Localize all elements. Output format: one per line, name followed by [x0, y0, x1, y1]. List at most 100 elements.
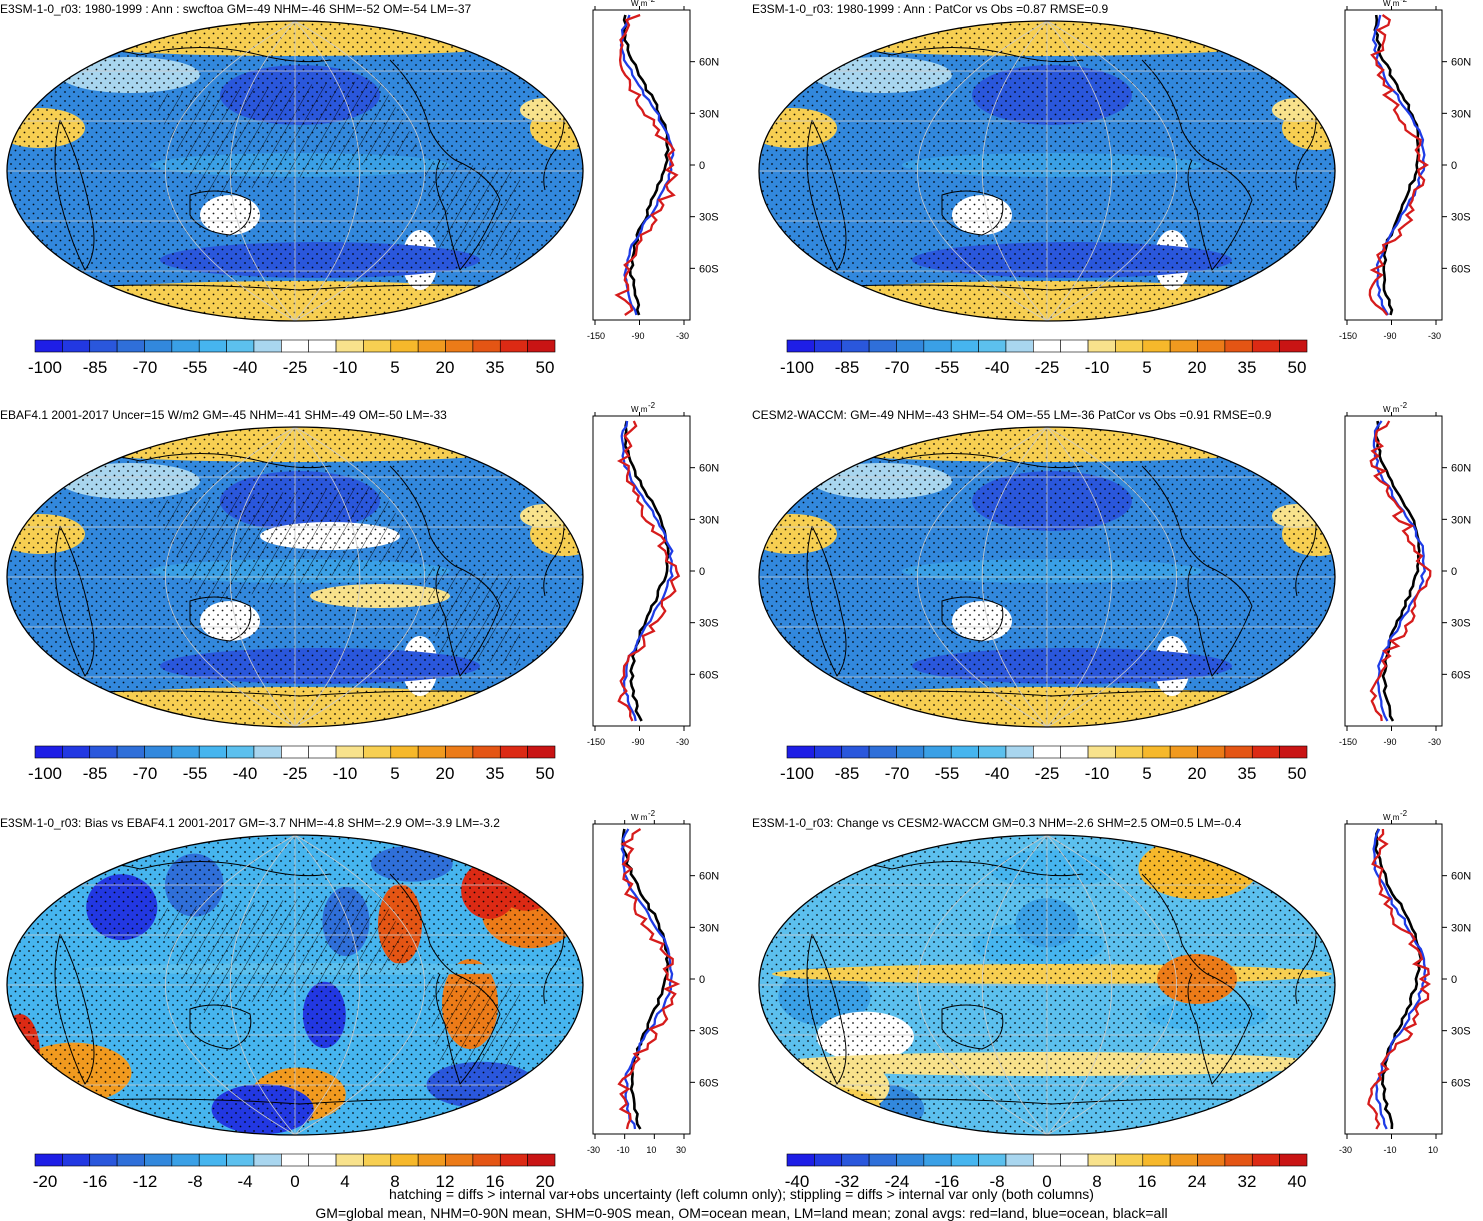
zonal-line-ocean — [1371, 14, 1426, 316]
colorbar-swatch — [390, 339, 419, 353]
colorbar-label: -85 — [83, 764, 108, 783]
colorbar-swatch — [335, 339, 364, 353]
colorbar-swatch — [253, 339, 282, 353]
zonal-unit-label: W m — [631, 813, 648, 822]
zonal-frame — [592, 9, 691, 321]
colorbar-swatch — [1033, 745, 1061, 759]
coastline — [806, 933, 847, 1085]
zonal-frame — [1344, 415, 1443, 727]
lat-tick-label: 30S — [1451, 212, 1471, 224]
lat-tick-label: 60N — [1451, 57, 1471, 69]
colorbar-swatch — [144, 745, 173, 759]
colorbar-label: -70 — [885, 764, 910, 783]
colorbar-swatch — [226, 1153, 255, 1167]
colorbar-swatch — [527, 1153, 556, 1167]
colorbar-label: -10 — [1085, 358, 1110, 377]
colorbar-swatch — [814, 339, 843, 353]
lat-tick-label: 30N — [1451, 514, 1471, 526]
colorbar-swatch — [1169, 745, 1198, 759]
colorbar-swatch — [527, 339, 556, 353]
hatching — [420, 974, 520, 1074]
colorbar-label: 5 — [390, 358, 399, 377]
lat-tick-label: 30S — [1451, 1026, 1471, 1038]
zonal-mean-plot: 60N 30N 0 30S 60S W m-2 -150 -90 -30 — [587, 401, 719, 747]
colorbar-swatch — [308, 339, 337, 353]
colorbar-swatch — [814, 1153, 843, 1167]
zonal-line-all — [621, 828, 671, 1130]
colorbar-label: 16 — [486, 1172, 505, 1191]
colorbar-swatch — [1060, 745, 1089, 759]
colorbar-label: -55 — [935, 764, 960, 783]
graticule — [759, 427, 1335, 727]
colorbar-swatch — [144, 339, 173, 353]
panel-graphic: 60N 30N 0 30S 60S W m-2 -150 -90 -30 -100 -85 -70 -5… — [6, 401, 719, 783]
coastline — [806, 119, 847, 271]
value-tick-label: -150 — [1339, 331, 1357, 341]
colorbar-label: 20 — [536, 1172, 555, 1191]
colorbar-swatch — [417, 339, 446, 353]
lat-tick-label: 60S — [1451, 669, 1471, 681]
colorbar-swatch — [923, 745, 952, 759]
zonal-mean-plot: 60N 30N 0 30S 60S W m-2 -150 -90 -30 — [1339, 401, 1471, 747]
colorbar: -100 -85 -70 -55 -40 -25 -10 5 20 35 50 — [780, 339, 1308, 377]
lat-tick-label: 0 — [1451, 566, 1457, 578]
lat-tick-label: 30N — [699, 514, 719, 526]
zonal-line-ocean — [1372, 420, 1427, 722]
hatching — [420, 566, 520, 666]
coastline — [941, 596, 1004, 642]
value-tick-label: 30 — [676, 1145, 686, 1155]
value-tick-label: -90 — [632, 331, 645, 341]
lat-tick-label: 30S — [699, 1026, 719, 1038]
colorbar-swatch — [281, 339, 309, 353]
footer-line-2: GM=global mean, NHM=0-90N mean, SHM=0-90… — [315, 1205, 1168, 1221]
colorbar-swatch — [390, 1153, 419, 1167]
colorbar-swatch — [171, 339, 200, 353]
zonal-line-ocean — [619, 14, 675, 316]
colorbar-swatch — [1115, 745, 1144, 759]
zonal-mean-plot: 60N 30N 0 30S 60S W m-2 -150 -90 -30 — [587, 0, 719, 341]
colorbar-swatch — [896, 339, 925, 353]
colorbar-label: -25 — [1035, 358, 1060, 377]
colorbar-swatch — [89, 1153, 118, 1167]
colorbar-swatch — [335, 1153, 364, 1167]
colorbar-swatch — [253, 745, 282, 759]
value-tick-label: -90 — [632, 737, 645, 747]
colorbar-swatch — [868, 339, 897, 353]
colorbar-swatch — [417, 745, 446, 759]
zonal-line-land — [1369, 420, 1432, 722]
colorbar-swatch — [1224, 1153, 1253, 1167]
coastline — [1141, 873, 1253, 1086]
lat-tick-label: 0 — [699, 160, 705, 172]
colorbar-label: -40 — [233, 358, 258, 377]
value-tick-label: 10 — [1428, 1145, 1438, 1155]
colorbar-label: 40 — [1288, 1172, 1307, 1191]
colorbar-label: 5 — [1142, 764, 1151, 783]
hatching — [150, 486, 420, 606]
panel-graphic: 60N 30N 0 30S 60S W m-2 -150 -90 -30 -100 -85 -70 -5… — [6, 0, 719, 377]
colorbar-label: -55 — [183, 764, 208, 783]
graticule — [759, 835, 1335, 1135]
colorbar-swatch — [472, 1153, 501, 1167]
map-field — [759, 427, 1335, 727]
zonal-unit-label: W m — [631, 0, 648, 8]
colorbar-swatch — [390, 745, 419, 759]
value-tick-label: -30 — [1428, 737, 1441, 747]
colorbar-label: -16 — [83, 1172, 108, 1191]
colorbar-label: -8 — [187, 1172, 202, 1191]
value-tick-label: -150 — [1339, 737, 1357, 747]
colorbar-label: -12 — [133, 1172, 158, 1191]
colorbar: -20 -16 -12 -8 -4 0 4 8 12 16 20 — [33, 1153, 556, 1191]
lat-tick-label: 0 — [1451, 974, 1457, 986]
colorbar-label: 20 — [1188, 764, 1207, 783]
graticule — [759, 21, 1335, 321]
colorbar-swatch — [62, 339, 91, 353]
colorbar-label: 4 — [340, 1172, 349, 1191]
colorbar-swatch — [198, 745, 227, 759]
zonal-unit-superscript: -2 — [1400, 401, 1408, 410]
lat-tick-label: 60N — [1451, 463, 1471, 475]
colorbar-swatch — [89, 745, 118, 759]
coastline — [1141, 59, 1253, 272]
zonal-unit-superscript: -2 — [1400, 809, 1408, 818]
lat-tick-label: 0 — [699, 974, 705, 986]
